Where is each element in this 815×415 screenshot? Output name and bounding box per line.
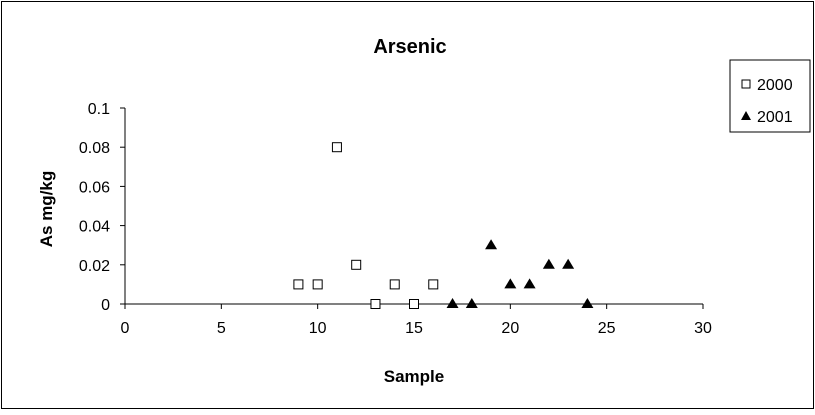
y-tick-label: 0.1 (88, 101, 110, 118)
data-point-2000 (293, 279, 304, 290)
data-point-2001 (485, 239, 498, 250)
y-tick-label: 0.02 (79, 258, 110, 275)
data-point-2000 (409, 299, 419, 309)
y-tick-label: 0.06 (79, 179, 110, 196)
chart-title: Arsenic (373, 36, 446, 58)
x-tick-label: 10 (309, 320, 327, 337)
legend-label-2000: 2000 (757, 77, 793, 94)
data-point-2000 (389, 279, 400, 290)
data-point-2001 (581, 298, 594, 308)
data-point-2001 (446, 298, 459, 308)
y-tick-label: 0 (101, 297, 110, 314)
axes: 0 5 10 15 20 25 30 0 0.02 0.04 0.06 0.08 0.1 (79, 101, 712, 337)
x-tick-label: 30 (694, 320, 712, 337)
data-point-2001 (542, 258, 555, 269)
data-point-2000 (370, 299, 381, 309)
x-tick-label: 20 (501, 320, 519, 337)
data-point-2001 (562, 258, 575, 269)
legend-marker-2000 (741, 79, 751, 89)
data-point-2000 (312, 279, 323, 290)
x-tick-label: 5 (217, 320, 226, 337)
x-axis-title: Sample (384, 367, 444, 386)
x-tick-label: 0 (121, 320, 130, 337)
data-point-2000 (351, 259, 362, 270)
y-tick-label: 0.04 (79, 219, 110, 236)
legend-marker-2001 (741, 111, 751, 120)
data-point-2001 (523, 278, 536, 289)
y-tick-label: 0.08 (79, 140, 110, 157)
data-point-2000 (331, 142, 342, 153)
data-marks (293, 142, 594, 309)
legend-label-2001: 2001 (757, 109, 793, 126)
data-point-2000 (428, 279, 439, 290)
legend: 2000 2001 (729, 59, 811, 133)
x-tick-label: 25 (598, 320, 616, 337)
x-tick-label: 15 (405, 320, 423, 337)
y-axis-title: As mg/kg (37, 171, 56, 248)
data-point-2001 (465, 298, 478, 308)
data-point-2001 (504, 278, 517, 289)
